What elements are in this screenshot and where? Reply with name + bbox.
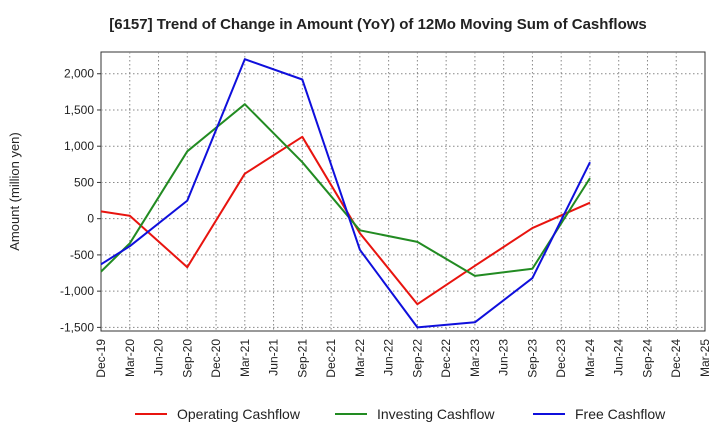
- x-tick-label: Mar-22: [353, 339, 367, 377]
- y-tick-label: -1,500: [60, 320, 94, 334]
- x-tick-label: Mar-25: [698, 339, 712, 377]
- y-axis-label: Amount (million yen): [7, 132, 22, 251]
- y-tick-label: -500: [70, 248, 94, 262]
- x-tick-label: Dec-23: [554, 339, 568, 378]
- operating-cashflow-line: [100, 135, 591, 306]
- x-tick-label: Sep-24: [640, 339, 654, 378]
- x-tick-label: Jun-20: [152, 339, 166, 376]
- x-tick-label: Jun-22: [382, 339, 396, 376]
- x-tick-label: Dec-21: [324, 339, 338, 378]
- x-tick-label: Sep-21: [295, 339, 309, 378]
- x-tick-label: Mar-20: [123, 339, 137, 377]
- y-tick-label: 1,000: [64, 139, 94, 153]
- x-tick-label: Dec-19: [94, 339, 108, 378]
- x-tick-label: Mar-24: [583, 339, 597, 377]
- y-tick-label: 500: [74, 175, 94, 189]
- investing-cashflow-legend-label: Investing Cashflow: [377, 406, 495, 422]
- x-tick-label: Sep-22: [410, 339, 424, 378]
- chart-title: [6157] Trend of Change in Amount (YoY) o…: [109, 16, 647, 33]
- x-tick-label: Dec-20: [209, 339, 223, 378]
- x-tick-label: Sep-20: [180, 339, 194, 378]
- x-tick-label: Mar-23: [468, 339, 482, 377]
- x-tick-label: Jun-24: [612, 339, 626, 376]
- free-cashflow-line: [100, 58, 591, 329]
- investing-cashflow-line: [100, 103, 591, 277]
- free-cashflow-legend-label: Free Cashflow: [575, 406, 666, 422]
- y-tick-label: 1,500: [64, 103, 94, 117]
- y-tick-label: -1,000: [60, 284, 94, 298]
- operating-cashflow-legend-label: Operating Cashflow: [177, 406, 301, 422]
- x-tick-label: Dec-24: [669, 339, 683, 378]
- x-tick-label: Jun-23: [497, 339, 511, 376]
- y-tick-label: 2,000: [64, 67, 94, 81]
- plot-area: [100, 51, 706, 332]
- y-tick-label: 0: [87, 212, 94, 226]
- x-tick-label: Jun-21: [267, 339, 281, 376]
- x-tick-label: Mar-21: [238, 339, 252, 377]
- x-tick-label: Sep-23: [525, 339, 539, 378]
- x-tick-label: Dec-22: [439, 339, 453, 378]
